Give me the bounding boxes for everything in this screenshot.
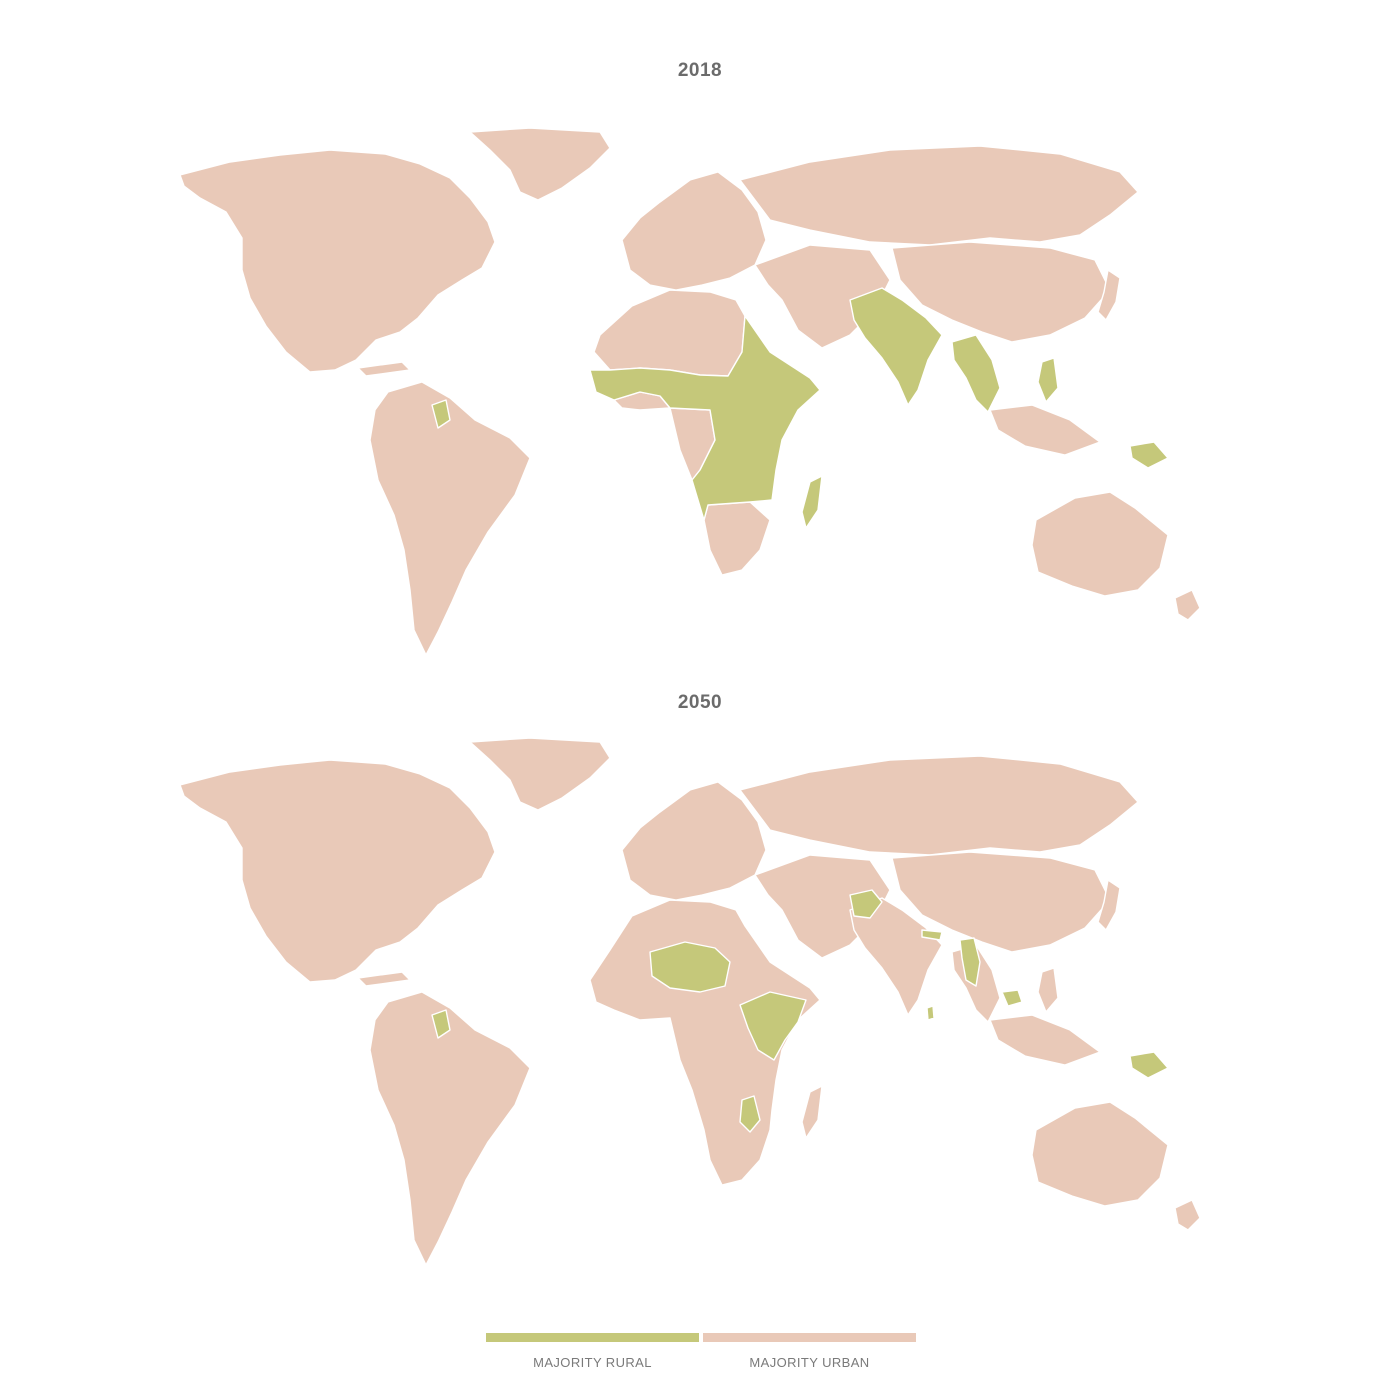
greenland <box>469 127 611 201</box>
north-america <box>179 759 496 983</box>
papua-new-guinea <box>1129 441 1169 469</box>
philippines <box>1037 357 1059 403</box>
map-title-2018: 2018 <box>677 60 723 81</box>
niger-and-chad <box>649 941 731 993</box>
south-asia <box>849 287 943 406</box>
madagascar <box>801 1085 823 1139</box>
nepal <box>921 929 943 941</box>
east-asia <box>891 241 1111 343</box>
south-america <box>369 381 531 656</box>
legend-swatch-rural <box>486 1333 699 1342</box>
maritime-southeast-asia <box>989 1014 1101 1066</box>
japan <box>1097 879 1121 931</box>
papua-new-guinea <box>1129 1051 1169 1079</box>
russia-and-north-asia <box>739 755 1139 856</box>
east-africa-rural <box>739 991 807 1061</box>
madagascar <box>801 475 823 529</box>
legend-label-urban: MAJORITY URBAN <box>749 1355 870 1370</box>
map-title-2050: 2050 <box>677 692 723 713</box>
sub-saharan-africa <box>589 315 821 521</box>
africa <box>589 899 821 1186</box>
new-zealand <box>1174 1199 1201 1231</box>
australia <box>1031 1101 1169 1207</box>
map-2050-urban-areas <box>179 737 1201 1266</box>
afghanistan <box>849 889 883 919</box>
north-africa <box>593 289 746 377</box>
guyana <box>431 399 451 429</box>
europe <box>621 171 767 291</box>
legend-label-rural: MAJORITY RURAL <box>533 1355 652 1370</box>
caribbean <box>357 971 411 987</box>
japan <box>1097 269 1121 321</box>
malawi <box>739 1095 761 1133</box>
russia-and-north-asia <box>739 145 1139 246</box>
legend-swatch-urban <box>703 1333 916 1342</box>
world-map-2018 <box>179 127 1201 656</box>
caribbean <box>357 361 411 377</box>
guyana <box>431 1009 451 1039</box>
south-asia <box>849 897 943 1016</box>
north-america <box>179 149 496 373</box>
southern-africa <box>703 501 771 576</box>
new-zealand <box>1174 589 1201 621</box>
greenland <box>469 737 611 811</box>
south-america <box>369 991 531 1266</box>
australia <box>1031 491 1169 597</box>
map-2018-urban-areas <box>179 127 1201 656</box>
east-asia <box>891 851 1111 953</box>
map-2018-rural-areas <box>431 287 1169 529</box>
mainland-southeast-asia <box>951 334 1001 413</box>
philippines <box>1037 967 1059 1013</box>
europe <box>621 781 767 901</box>
myanmar <box>959 937 981 987</box>
maritime-southeast-asia <box>989 404 1101 456</box>
sri-lanka <box>926 1005 935 1021</box>
world-map-2050 <box>179 737 1201 1266</box>
cambodia <box>1001 989 1023 1007</box>
map-2050-rural-areas <box>431 889 1169 1133</box>
